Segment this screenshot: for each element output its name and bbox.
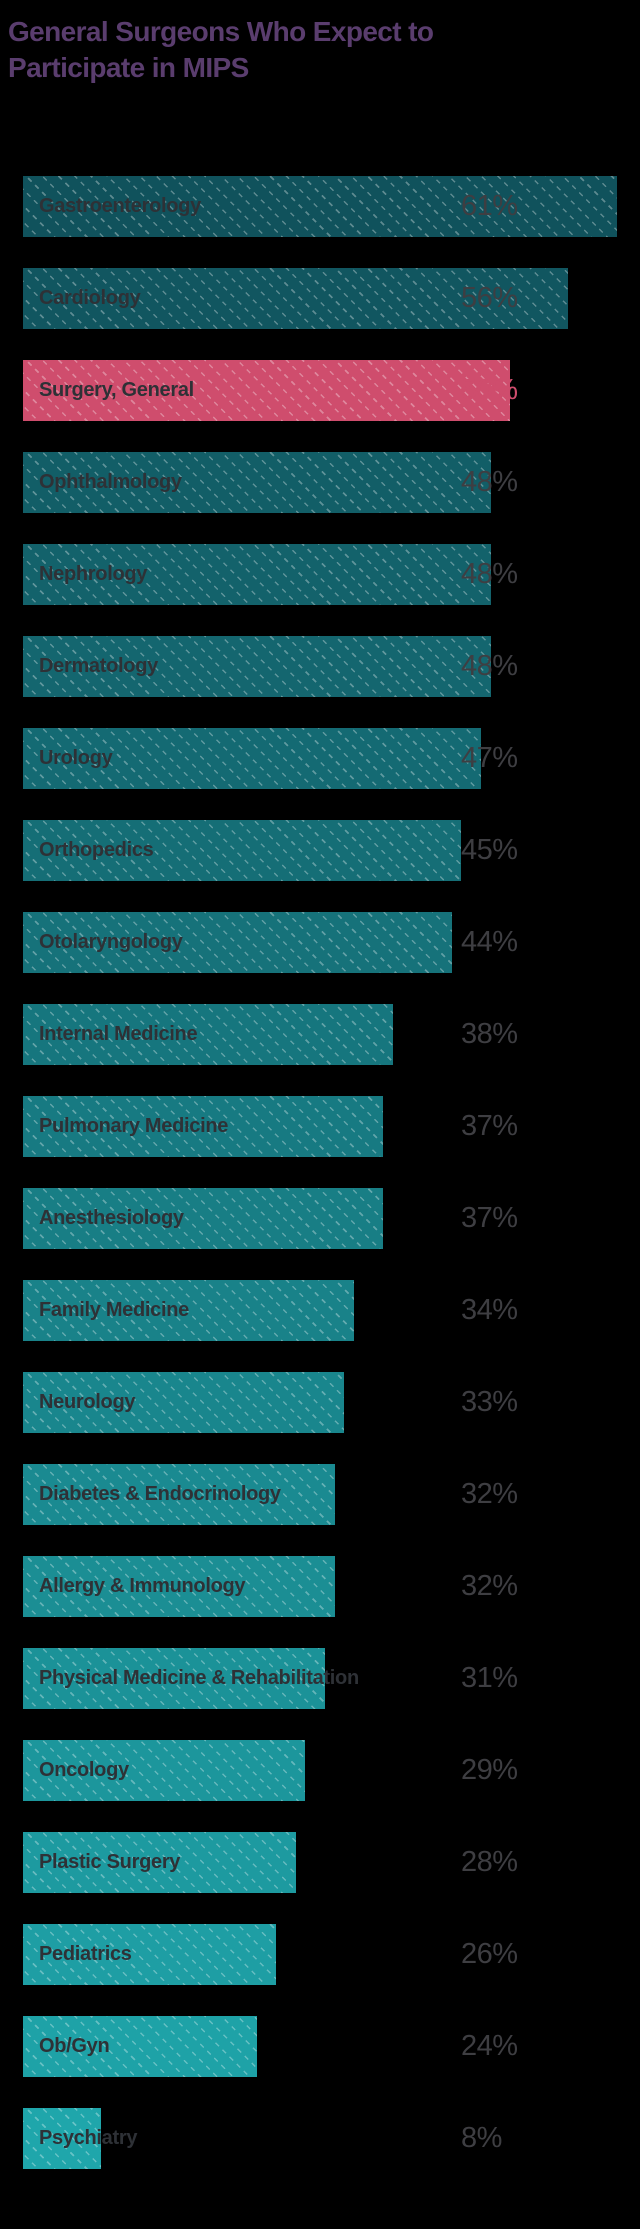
bar-row: Anesthesiology 37% [23,1188,640,1280]
bar: Dermatology [23,636,491,697]
bar: Anesthesiology [23,1188,383,1249]
bar-row: Ob/Gyn 24% [23,2016,640,2108]
bar-rows: Gastroenterology 61% Cardiology 56% Surgery,… [23,176,640,2200]
bar-row: Surgery, General 50% [23,360,640,452]
bar-value-label: 50% [461,374,518,406]
bar-category-label: Dermatology [39,655,158,677]
bar-category-label: Urology [39,747,113,769]
bar-value-label: 37% [461,1202,518,1234]
bar-value-label: 31% [461,1662,518,1694]
bar: Nephrology [23,544,491,605]
bar: Physical Medicine & Rehabilitation [23,1648,359,1709]
bar: Internal Medicine [23,1004,393,1065]
bar-value-label: 44% [461,926,518,958]
bar: Gastroenterology [23,176,617,237]
bar-row: Internal Medicine 38% [23,1004,640,1096]
bar-value-label: 33% [461,1386,518,1418]
bar: Allergy & Immunology [23,1556,335,1617]
chart-title: General Surgeons Who Expect to Participa… [8,16,434,83]
bar-value-label: 48% [461,650,518,682]
bar-row: Urology 47% [23,728,640,820]
bar-category-label: Allergy & Immunology [39,1575,246,1597]
bar-category-label: Orthopedics [39,839,154,861]
bar-row: Psychiatry 8% [23,2108,640,2200]
bar-value-label: 37% [461,1110,518,1142]
bar-row: Oncology 29% [23,1740,640,1832]
bar-value-label: 8% [461,2122,502,2154]
bar-category-label: Pulmonary Medicine [39,1115,229,1137]
bar-row: Gastroenterology 61% [23,176,640,268]
bar-row: Orthopedics 45% [23,820,640,912]
bar-category-label: Diabetes & Endocrinology [39,1483,281,1505]
bar: Cardiology [23,268,568,329]
bar-category-label: Plastic Surgery [39,1851,181,1873]
bar: Pulmonary Medicine [23,1096,383,1157]
bar: Psychiatry [23,2108,137,2169]
bar: Plastic Surgery [23,1832,296,1893]
bar: Orthopedics [23,820,461,881]
bar: Neurology [23,1372,344,1433]
bar-value-label: 29% [461,1754,518,1786]
bar-value-label: 26% [461,1938,518,1970]
bar-row: Otolaryngology 44% [23,912,640,1004]
bar-row: Nephrology 48% [23,544,640,636]
bar-value-label: 38% [461,1018,518,1050]
bar-row: Ophthalmology 48% [23,452,640,544]
bar-row: Neurology 33% [23,1372,640,1464]
bar-row: Physical Medicine & Rehabilitation 31% [23,1648,640,1740]
bar-value-label: 56% [461,282,518,314]
bar-row: Pediatrics 26% [23,1924,640,2016]
bar-category-label: Oncology [39,1759,129,1781]
bar-category-label: Ob/Gyn [39,2035,110,2057]
bar-row: Pulmonary Medicine 37% [23,1096,640,1188]
bar-row: Cardiology 56% [23,268,640,360]
bar-category-label: Otolaryngology [39,931,183,953]
bar-row: Dermatology 48% [23,636,640,728]
bar-value-label: 34% [461,1294,518,1326]
bar-category-label: Family Medicine [39,1299,189,1321]
bar: Otolaryngology [23,912,452,973]
bar-category-label: Neurology [39,1391,136,1413]
bar: Ophthalmology [23,452,491,513]
bar-category-label: Gastroenterology [39,195,201,217]
bar-category-label: Psychiatry [39,2127,138,2149]
bar-row: Plastic Surgery 28% [23,1832,640,1924]
bar-category-label: Physical Medicine & Rehabilitation [39,1667,359,1689]
bar: Pediatrics [23,1924,276,1985]
bar-category-label: Anesthesiology [39,1207,184,1229]
bar: Urology [23,728,481,789]
bar: Family Medicine [23,1280,354,1341]
bar-row: Diabetes & Endocrinology 32% [23,1464,640,1556]
bar: Diabetes & Endocrinology [23,1464,335,1525]
bar-row: Family Medicine 34% [23,1280,640,1372]
bar-category-label: Cardiology [39,287,141,309]
bar-category-label: Surgery, General [39,379,194,401]
bar-category-label: Nephrology [39,563,148,585]
bar: Ob/Gyn [23,2016,257,2077]
bar-value-label: 28% [461,1846,518,1878]
bar-category-label: Internal Medicine [39,1023,198,1045]
bar-value-label: 48% [461,466,518,498]
bar-value-label: 47% [461,742,518,774]
bar-highlighted: Surgery, General [23,360,510,421]
bar-value-label: 24% [461,2030,518,2062]
bar-value-label: 32% [461,1478,518,1510]
bar-value-label: 45% [461,834,518,866]
bar-row: Allergy & Immunology 32% [23,1556,640,1648]
bar-value-label: 48% [461,558,518,590]
bar: Oncology [23,1740,305,1801]
bar-value-label: 32% [461,1570,518,1602]
bar-category-label: Ophthalmology [39,471,182,493]
bar-value-label: 61% [461,190,518,222]
bar-category-label: Pediatrics [39,1943,132,1965]
